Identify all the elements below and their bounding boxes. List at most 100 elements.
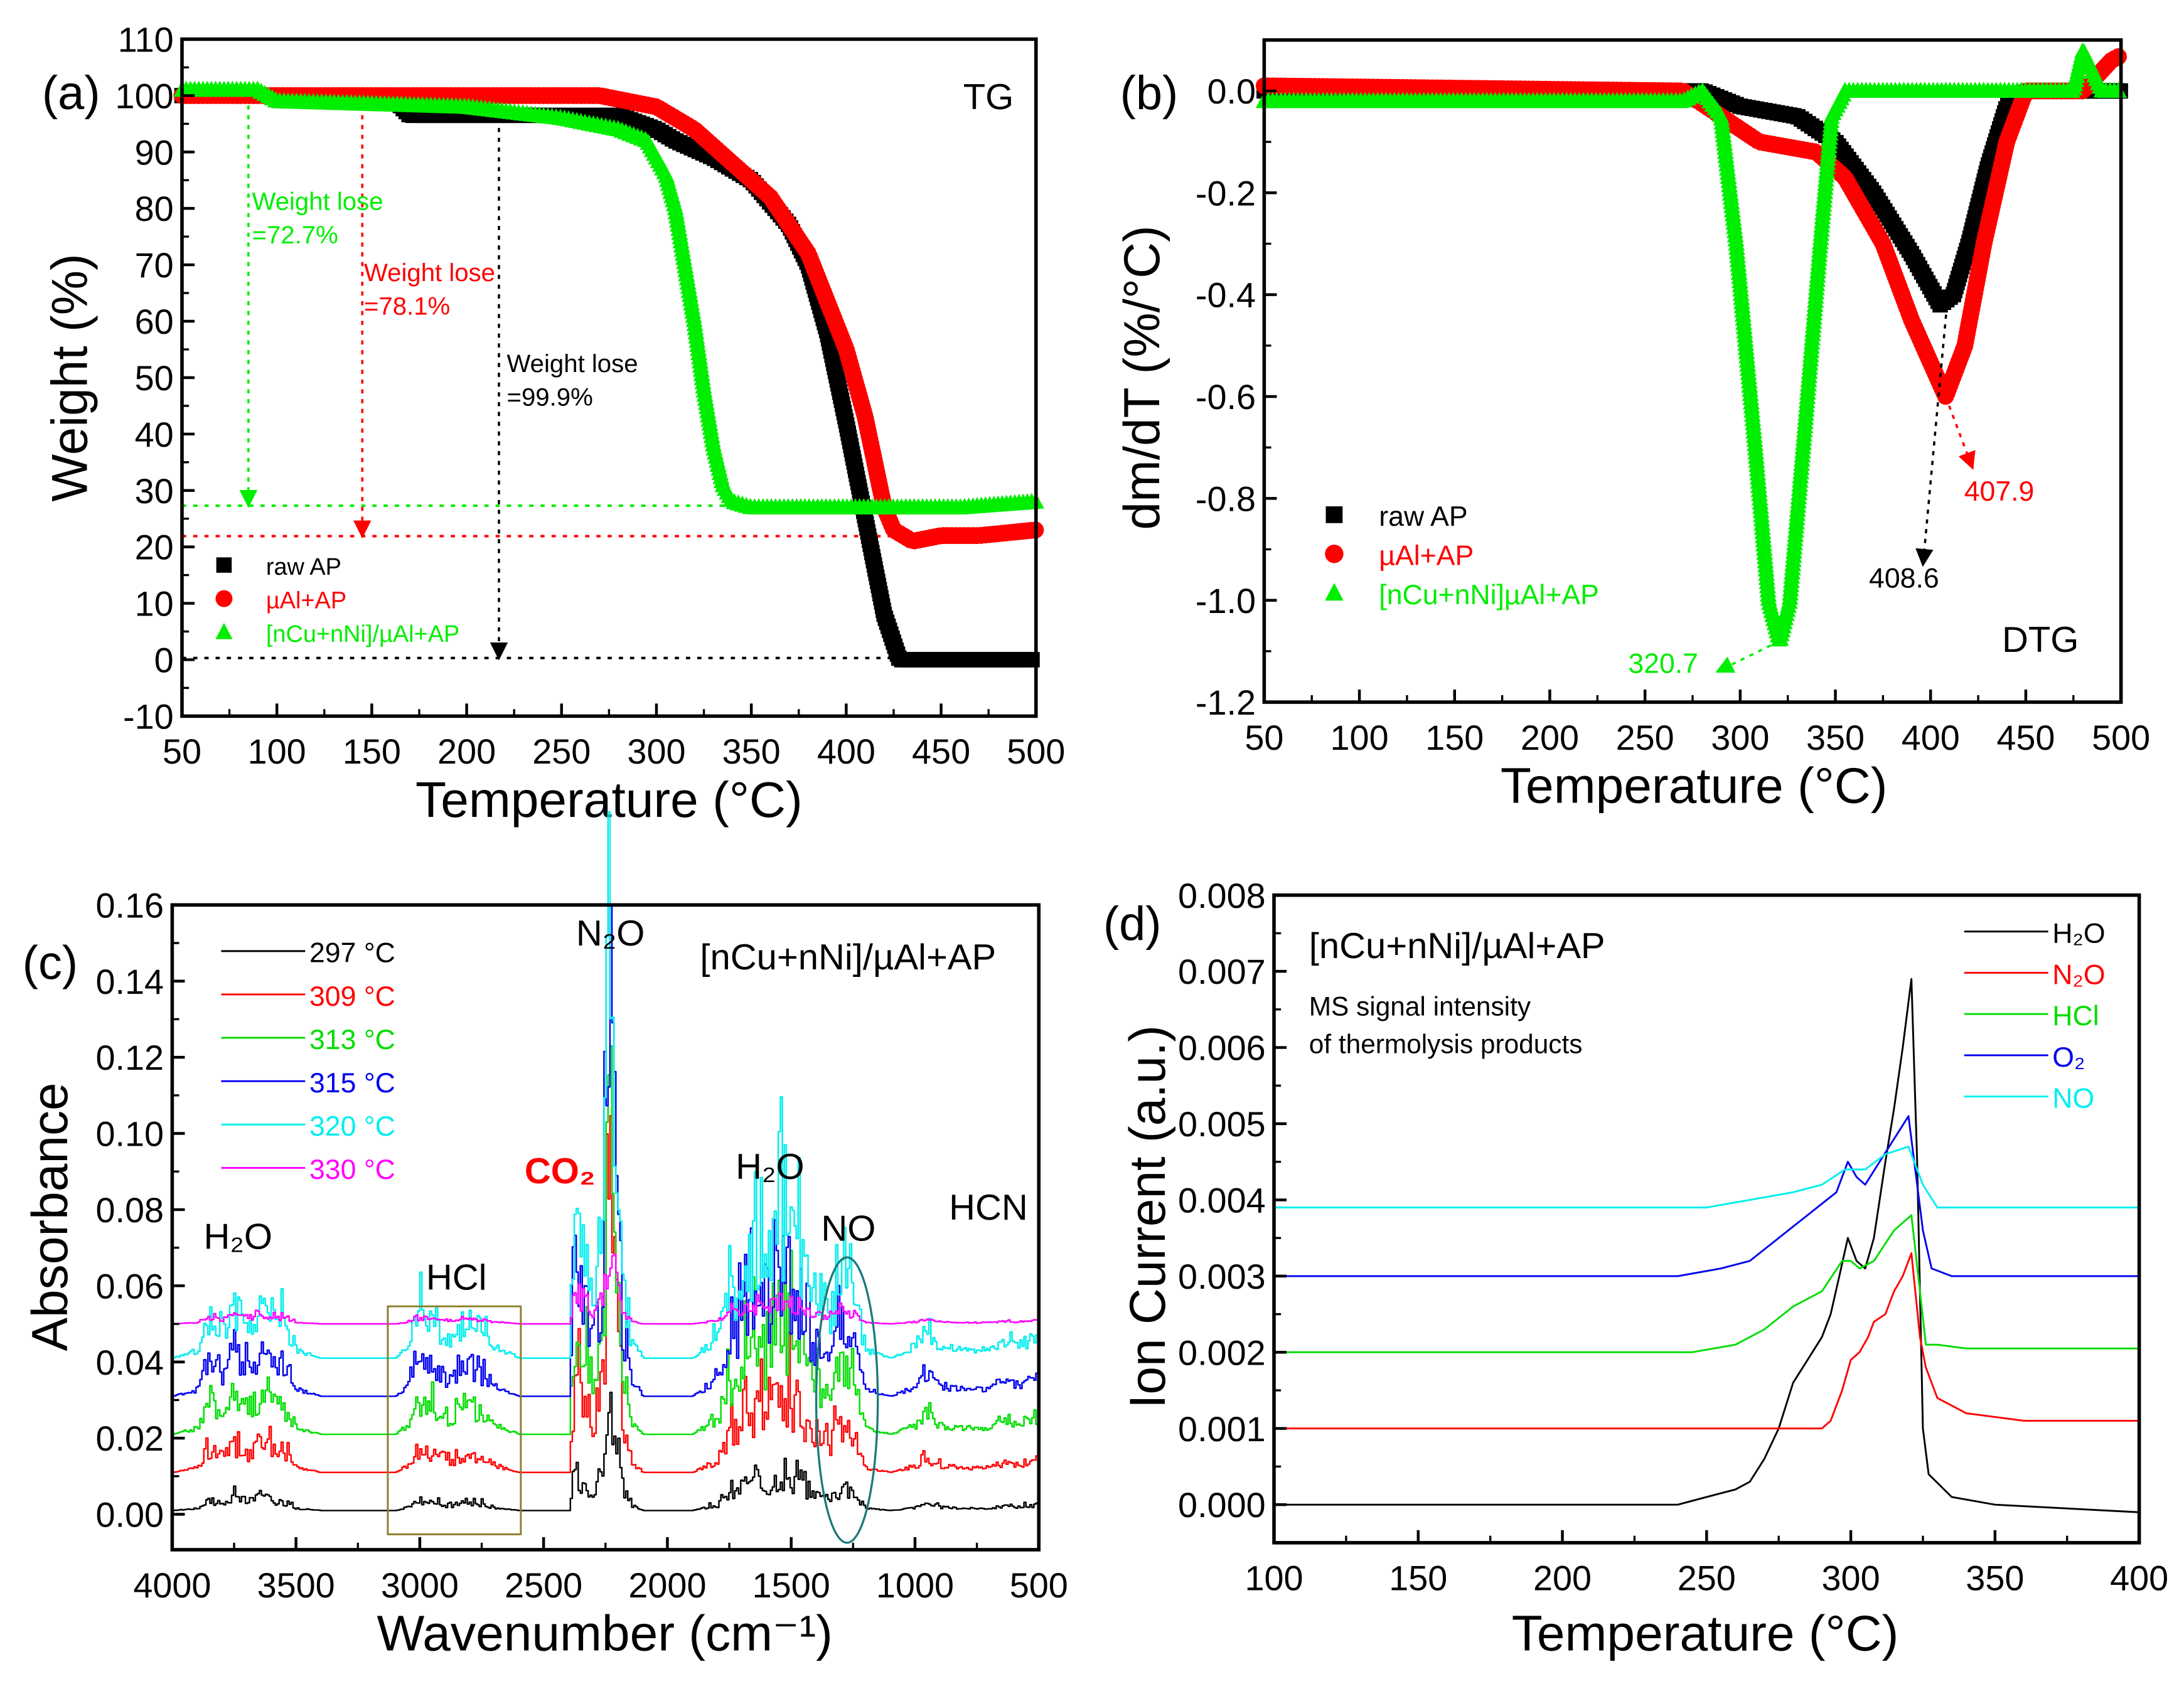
x-tick-label: 100	[1330, 718, 1389, 757]
x-tick-label: 50	[1245, 718, 1283, 757]
y-tick-label: 0.005	[1178, 1105, 1266, 1144]
y-tick-label: 0.10	[95, 1115, 164, 1154]
peak-label: 408.6	[1869, 563, 1939, 594]
x-tick-label: 150	[1425, 718, 1484, 757]
panel-d-ms: [nCu+nNi]/µAl+AP MS signal intensity of th…	[1103, 877, 2168, 1662]
x-tick-label: 400	[1902, 718, 1960, 757]
x-tick-label: 100	[1245, 1559, 1303, 1598]
x-tick-label: 2500	[505, 1566, 582, 1605]
band-label: CO₂	[525, 1151, 596, 1191]
ms-line-3	[1274, 1115, 2139, 1277]
x-tick-label: 1500	[752, 1566, 830, 1605]
band-label: N₂O	[576, 914, 645, 954]
legend-label: 297 °C	[309, 938, 395, 969]
x-tick-label: 250	[1678, 1559, 1736, 1598]
weight-loss-label: Weight lose	[364, 258, 495, 287]
x-axis-title: Temperature (°C)	[1512, 1606, 1899, 1662]
y-tick-label: 0.003	[1178, 1257, 1266, 1296]
y-tick-label: 50	[135, 359, 174, 398]
x-tick-label: 3500	[257, 1566, 335, 1605]
spectrum-line-4	[172, 811, 1039, 1359]
x-axis-title: Temperature (°C)	[415, 772, 803, 828]
x-tick-label: 50	[163, 732, 201, 771]
x-tick-label: 400	[817, 732, 875, 771]
chart-title: DTG	[2002, 620, 2079, 660]
legend-label: 313 °C	[309, 1025, 395, 1055]
x-tick-label: 350	[722, 732, 781, 771]
x-tick-label: 1000	[876, 1566, 954, 1605]
x-axis-title: Wavenumber (cm⁻¹)	[377, 1606, 832, 1662]
y-tick-label: 20	[135, 528, 174, 567]
band-label: NO	[821, 1208, 875, 1249]
legend-marker	[216, 557, 232, 573]
peak-arrow	[1715, 640, 1780, 673]
y-axis-title: Weight (%)	[41, 253, 98, 501]
legend-marker	[1325, 545, 1344, 563]
x-tick-label: 300	[1822, 1559, 1880, 1598]
x-tick-label: 250	[1616, 718, 1674, 757]
band-label: HCl	[426, 1257, 487, 1298]
x-tick-label: 350	[1806, 718, 1865, 757]
x-tick-label: 200	[437, 732, 496, 771]
y-tick-label: 30	[135, 472, 174, 511]
y-tick-label: 100	[115, 77, 174, 115]
y-tick-label: -1.0	[1196, 582, 1256, 621]
peak-arrow	[1915, 304, 1949, 567]
y-tick-label: 0.02	[95, 1419, 164, 1458]
panel-label: (c)	[23, 936, 78, 989]
legend-label: HCl	[2052, 1001, 2099, 1031]
legend-label: 309 °C	[309, 981, 395, 1012]
y-tick-label: 0.001	[1178, 1410, 1266, 1449]
spectrum-line-1	[172, 1115, 1039, 1473]
y-tick-label: -0.8	[1196, 479, 1256, 518]
x-tick-label: 150	[343, 732, 401, 771]
y-axis-title: Absorbance	[22, 1082, 78, 1351]
x-tick-label: 4000	[133, 1566, 211, 1605]
legend-marker	[215, 590, 233, 607]
x-axis-title: Temperature (°C)	[1501, 758, 1888, 814]
x-tick-label: 400	[2110, 1559, 2168, 1598]
y-tick-label: 40	[135, 415, 174, 454]
y-tick-label: 0.004	[1178, 1181, 1266, 1220]
weight-loss-label: Weight lose	[507, 349, 638, 378]
x-tick-label: 100	[248, 732, 306, 771]
weight-loss-value: =78.1%	[364, 292, 450, 321]
series-marker-1	[2109, 48, 2127, 65]
x-tick-label: 500	[2092, 718, 2150, 757]
legend-label: NO	[2052, 1084, 2094, 1114]
x-tick-label: 2000	[628, 1566, 706, 1605]
x-tick-label: 500	[1010, 1566, 1068, 1605]
y-tick-label: 70	[135, 246, 174, 285]
y-tick-label: 0.04	[95, 1343, 164, 1382]
legend-label: 330 °C	[309, 1154, 395, 1185]
legend-label: O₂	[2052, 1042, 2085, 1073]
legend-label: [nCu+nNi]/µAl+AP	[266, 621, 460, 647]
panel-c-ftir: H₂O HCl CO₂ N₂O H₂O NO HCN [nCu+nNi]/µAl+AP 297 …	[22, 811, 1068, 1662]
weight-loss-value: =72.7%	[252, 221, 338, 249]
legend-label: raw AP	[266, 554, 341, 580]
y-tick-label: 0.16	[95, 886, 164, 925]
ms-line-4	[1274, 1146, 2139, 1208]
x-tick-label: 200	[1533, 1559, 1592, 1598]
no-region-ellipse	[815, 1256, 879, 1544]
spectrum-line-5	[172, 1254, 1039, 1325]
legend-label: [nCu+nNi]µAl+AP	[1379, 580, 1599, 610]
weight-loss-label: Weight lose	[252, 187, 383, 215]
y-tick-label: 0.006	[1178, 1029, 1266, 1068]
x-tick-label: 450	[1996, 718, 2055, 757]
spectrum-line-2	[172, 1045, 1039, 1436]
legend-label: H₂O	[2052, 919, 2105, 949]
y-axis-title: Ion Current (a.u.)	[1120, 1025, 1176, 1409]
y-tick-label: 0.14	[95, 962, 164, 1001]
y-tick-label: -0.4	[1196, 276, 1256, 315]
x-tick-label: 3000	[381, 1566, 459, 1605]
legend-marker	[1325, 583, 1344, 601]
ms-line-2	[1274, 1214, 2139, 1353]
x-tick-label: 450	[912, 732, 970, 771]
panel-a-tg: Weight lose =72.7% Weight lose =78.1% Weight…	[41, 20, 1065, 828]
y-tick-label: 0.00	[95, 1496, 164, 1535]
panel-label: (b)	[1120, 67, 1179, 120]
y-tick-label: 110	[118, 20, 174, 59]
y-tick-label: 0.008	[1178, 877, 1266, 915]
